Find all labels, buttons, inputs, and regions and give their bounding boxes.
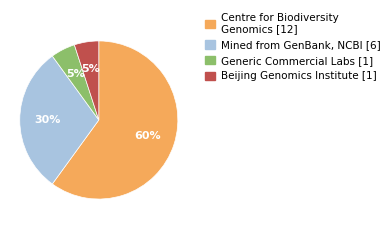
Legend: Centre for Biodiversity
Genomics [12], Mined from GenBank, NCBI [6], Generic Com: Centre for Biodiversity Genomics [12], M… xyxy=(203,11,380,84)
Wedge shape xyxy=(74,41,99,120)
Text: 30%: 30% xyxy=(34,115,61,125)
Wedge shape xyxy=(52,45,99,120)
Wedge shape xyxy=(52,41,178,199)
Wedge shape xyxy=(20,56,99,184)
Text: 60%: 60% xyxy=(135,131,161,141)
Text: 5%: 5% xyxy=(81,64,100,74)
Text: 5%: 5% xyxy=(66,69,85,79)
